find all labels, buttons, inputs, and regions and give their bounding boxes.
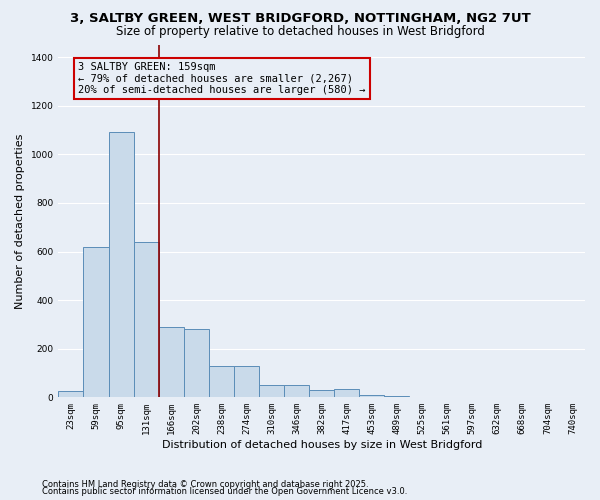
- Y-axis label: Number of detached properties: Number of detached properties: [15, 134, 25, 309]
- Bar: [58, 392, 83, 398]
- Bar: [409, 396, 434, 398]
- Bar: [184, 330, 209, 398]
- Bar: [359, 395, 385, 398]
- Bar: [83, 246, 109, 398]
- Bar: [134, 242, 159, 398]
- Bar: [259, 385, 284, 398]
- X-axis label: Distribution of detached houses by size in West Bridgford: Distribution of detached houses by size …: [161, 440, 482, 450]
- Text: 3 SALTBY GREEN: 159sqm
← 79% of detached houses are smaller (2,267)
20% of semi-: 3 SALTBY GREEN: 159sqm ← 79% of detached…: [79, 62, 366, 95]
- Text: Contains HM Land Registry data © Crown copyright and database right 2025.: Contains HM Land Registry data © Crown c…: [42, 480, 368, 489]
- Bar: [234, 366, 259, 398]
- Text: Size of property relative to detached houses in West Bridgford: Size of property relative to detached ho…: [116, 25, 484, 38]
- Bar: [385, 396, 409, 398]
- Text: Contains public sector information licensed under the Open Government Licence v3: Contains public sector information licen…: [42, 487, 407, 496]
- Bar: [159, 327, 184, 398]
- Bar: [334, 389, 359, 398]
- Bar: [284, 385, 309, 398]
- Text: 3, SALTBY GREEN, WEST BRIDGFORD, NOTTINGHAM, NG2 7UT: 3, SALTBY GREEN, WEST BRIDGFORD, NOTTING…: [70, 12, 530, 26]
- Bar: [209, 366, 234, 398]
- Bar: [109, 132, 134, 398]
- Bar: [309, 390, 334, 398]
